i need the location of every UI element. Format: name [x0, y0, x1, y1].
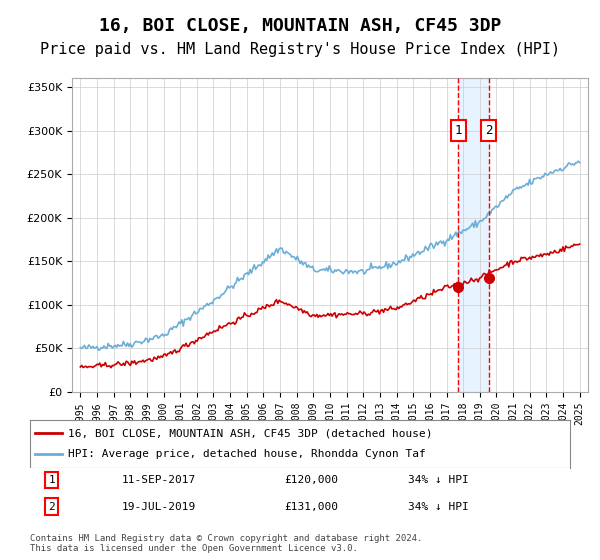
Text: HPI: Average price, detached house, Rhondda Cynon Taf: HPI: Average price, detached house, Rhon… — [68, 449, 425, 459]
Text: 34% ↓ HPI: 34% ↓ HPI — [408, 502, 469, 512]
Text: 2: 2 — [48, 502, 55, 512]
Text: Price paid vs. HM Land Registry's House Price Index (HPI): Price paid vs. HM Land Registry's House … — [40, 42, 560, 57]
Text: 34% ↓ HPI: 34% ↓ HPI — [408, 475, 469, 485]
Text: 1: 1 — [48, 475, 55, 485]
Text: 2: 2 — [485, 124, 493, 137]
Text: 16, BOI CLOSE, MOUNTAIN ASH, CF45 3DP (detached house): 16, BOI CLOSE, MOUNTAIN ASH, CF45 3DP (d… — [68, 428, 432, 438]
Text: 11-SEP-2017: 11-SEP-2017 — [122, 475, 196, 485]
Text: Contains HM Land Registry data © Crown copyright and database right 2024.
This d: Contains HM Land Registry data © Crown c… — [30, 534, 422, 553]
Text: 19-JUL-2019: 19-JUL-2019 — [122, 502, 196, 512]
Text: £120,000: £120,000 — [284, 475, 338, 485]
Text: £131,000: £131,000 — [284, 502, 338, 512]
Bar — [458, 78, 489, 392]
Text: 16, BOI CLOSE, MOUNTAIN ASH, CF45 3DP: 16, BOI CLOSE, MOUNTAIN ASH, CF45 3DP — [99, 17, 501, 35]
Text: 1: 1 — [454, 124, 462, 137]
